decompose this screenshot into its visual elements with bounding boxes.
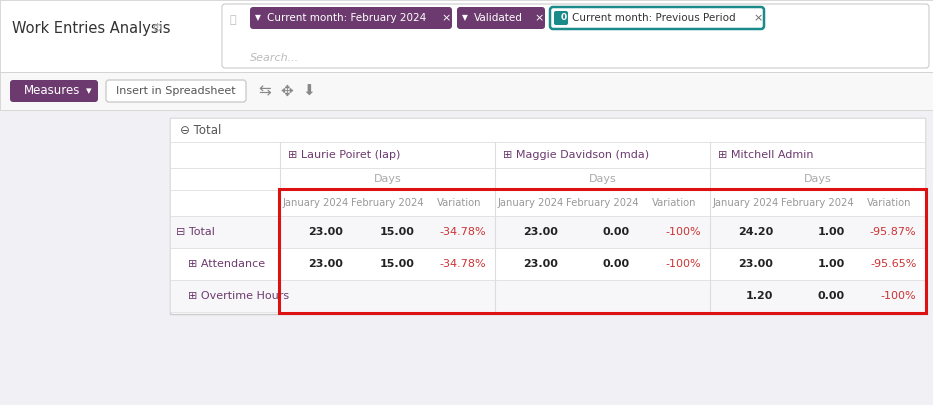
Text: ⊞ Laurie Poiret (lap): ⊞ Laurie Poiret (lap) (288, 150, 400, 160)
Text: ×: × (441, 13, 451, 23)
Text: Insert in Spreadsheet: Insert in Spreadsheet (117, 86, 236, 96)
Text: ⇆: ⇆ (258, 83, 271, 98)
FancyBboxPatch shape (106, 80, 246, 102)
Text: February 2024: February 2024 (566, 198, 639, 208)
Text: Variation: Variation (652, 198, 696, 208)
Text: Current month: February 2024: Current month: February 2024 (267, 13, 426, 23)
Text: Measures: Measures (24, 85, 80, 98)
Text: Search...: Search... (250, 53, 299, 63)
Text: ▾: ▾ (86, 86, 91, 96)
Text: 23.00: 23.00 (738, 259, 773, 269)
Text: Variation: Variation (437, 198, 481, 208)
Text: 24.20: 24.20 (738, 227, 773, 237)
Bar (279, 189, 926, 313)
Text: -95.87%: -95.87% (870, 227, 916, 237)
Bar (0, 72, 933, 110)
Text: -100%: -100% (666, 227, 702, 237)
Text: 23.00: 23.00 (308, 227, 343, 237)
Text: ⊖ Total: ⊖ Total (180, 124, 221, 136)
Text: ▼: ▼ (462, 13, 467, 23)
Text: Variation: Variation (867, 198, 912, 208)
Text: ×: × (534, 13, 543, 23)
Text: Validated: Validated (474, 13, 522, 23)
Text: ⚙: ⚙ (152, 22, 163, 35)
Bar (170, 216, 925, 248)
Text: Days: Days (373, 174, 401, 184)
Text: 0.00: 0.00 (817, 291, 844, 301)
Bar (170, 168, 925, 190)
Text: Days: Days (589, 174, 617, 184)
Text: 15.00: 15.00 (380, 259, 415, 269)
Text: 0.00: 0.00 (603, 227, 630, 237)
FancyBboxPatch shape (250, 7, 452, 29)
Text: 1.00: 1.00 (817, 259, 844, 269)
Text: ⊞ Overtime Hours: ⊞ Overtime Hours (188, 291, 289, 301)
Bar (0, 0, 933, 72)
Text: Current month: Previous Period: Current month: Previous Period (572, 13, 735, 23)
Text: ✥: ✥ (280, 83, 293, 98)
FancyBboxPatch shape (222, 4, 929, 68)
Text: Days: Days (803, 174, 831, 184)
Text: 23.00: 23.00 (523, 259, 558, 269)
Text: ⬇: ⬇ (302, 83, 314, 98)
Bar (170, 190, 925, 216)
Text: -34.78%: -34.78% (439, 227, 486, 237)
Text: ⊞ Attendance: ⊞ Attendance (188, 259, 265, 269)
Text: -100%: -100% (881, 291, 916, 301)
Text: February 2024: February 2024 (351, 198, 424, 208)
Text: 15.00: 15.00 (380, 227, 415, 237)
Text: 23.00: 23.00 (523, 227, 558, 237)
Bar (170, 118, 925, 142)
Bar (170, 142, 925, 168)
Text: ⊞ Maggie Davidson (mda): ⊞ Maggie Davidson (mda) (503, 150, 649, 160)
Text: Work Entries Analysis: Work Entries Analysis (12, 21, 171, 36)
Text: ×: × (753, 13, 762, 23)
Text: 0.00: 0.00 (603, 259, 630, 269)
Text: 1.20: 1.20 (745, 291, 773, 301)
FancyBboxPatch shape (10, 80, 98, 102)
Text: ▼: ▼ (255, 13, 261, 23)
Text: 🔍: 🔍 (230, 15, 237, 25)
Text: ⊟ Total: ⊟ Total (176, 227, 215, 237)
Text: 0: 0 (561, 13, 567, 23)
Text: January 2024: January 2024 (713, 198, 779, 208)
Text: -95.65%: -95.65% (870, 259, 916, 269)
Text: 23.00: 23.00 (308, 259, 343, 269)
Text: -34.78%: -34.78% (439, 259, 486, 269)
Text: ⊞ Mitchell Admin: ⊞ Mitchell Admin (718, 150, 814, 160)
FancyBboxPatch shape (550, 7, 764, 29)
Text: 1.00: 1.00 (817, 227, 844, 237)
Bar (170, 118, 925, 314)
Bar (170, 280, 925, 312)
Text: -100%: -100% (666, 259, 702, 269)
Text: February 2024: February 2024 (781, 198, 854, 208)
Text: January 2024: January 2024 (497, 198, 564, 208)
FancyBboxPatch shape (554, 11, 568, 25)
Text: January 2024: January 2024 (283, 198, 349, 208)
Bar (170, 248, 925, 280)
FancyBboxPatch shape (457, 7, 545, 29)
